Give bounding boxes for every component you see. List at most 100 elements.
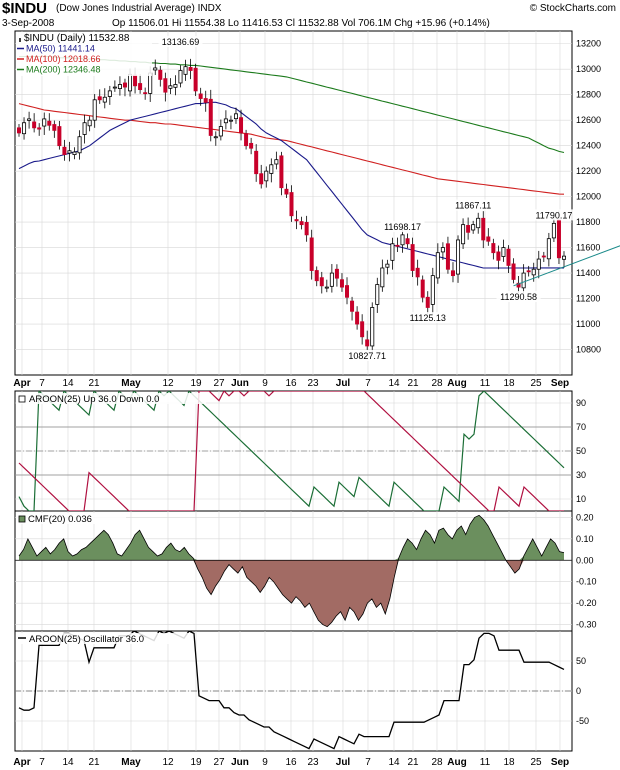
candle-body [52, 124, 57, 131]
candle-body [274, 159, 279, 165]
price-y-tick: 13000 [576, 64, 601, 74]
candle-body [380, 267, 385, 288]
candle-body [420, 279, 425, 298]
x-tick-label: 21 [407, 378, 419, 389]
oscillator-y-tick: -50 [576, 716, 589, 726]
candle-body [521, 272, 526, 289]
cmf-y-tick: -0.20 [576, 598, 597, 608]
candle-body [476, 217, 481, 229]
annotation-background [496, 291, 541, 303]
candle-body [67, 150, 72, 154]
aroon-y-tick: 70 [576, 422, 586, 432]
legend-label: MA(50) 11441.14 [26, 44, 95, 54]
candle-body [546, 238, 551, 260]
candle-body [112, 86, 117, 89]
candle-body [304, 221, 309, 236]
price-y-tick: 11200 [576, 294, 600, 304]
candle-body [365, 339, 370, 347]
legend-background [16, 32, 152, 76]
candle-body [370, 307, 375, 347]
x-tick-label: 16 [285, 757, 297, 768]
ma100-line [18, 103, 565, 195]
x-tick-label: May [121, 378, 141, 389]
chart-header: $INDU (Dow Jones Industrial Average) IND… [0, 0, 620, 32]
price-y-tick: 12600 [576, 115, 601, 125]
x-tick-label: 28 [431, 757, 443, 768]
price-y-tick: 12000 [576, 192, 601, 202]
candle-body [153, 67, 158, 71]
chart-date: 3-Sep-2008 [2, 18, 55, 29]
x-tick-label: 14 [388, 378, 400, 389]
x-tick-label: 19 [190, 378, 202, 389]
candle-body [450, 270, 455, 277]
candle-body [440, 247, 445, 253]
x-tick-label: Aug [447, 378, 466, 389]
aroon-title-marker [18, 395, 26, 403]
aroon-title: AROON(25) Up 36.0 Down 0.0 [29, 394, 159, 405]
cmf-line [18, 514, 565, 628]
candle-body [249, 142, 254, 149]
x-tick-label: Apr [13, 757, 30, 768]
candle-body [461, 224, 466, 245]
candle-body [466, 225, 471, 233]
candle-body [173, 84, 178, 88]
chart-series [15, 55, 620, 750]
candle-body [87, 119, 92, 127]
x-tick-label: 21 [407, 757, 419, 768]
candle-body [143, 92, 148, 95]
candle-body [138, 83, 143, 91]
candle-body [223, 118, 228, 124]
cmf-y-tick: 0.10 [576, 534, 594, 544]
candle-body [183, 66, 188, 75]
candle-body [148, 72, 153, 94]
x-tick-label: 14 [62, 757, 74, 768]
candle-body [102, 96, 107, 103]
x-tick-label: 21 [88, 378, 100, 389]
candle-body [415, 267, 420, 278]
chart-symbol: $INDU [2, 0, 48, 17]
candle-body [471, 224, 476, 231]
chart-name: (Dow Jones Industrial Average) INDX [56, 3, 221, 14]
candle-body [541, 255, 546, 258]
x-tick-label: 18 [503, 378, 515, 389]
candle-body [254, 150, 259, 175]
x-tick-label: Apr [13, 378, 30, 389]
aroon-title-background [16, 393, 206, 404]
x-tick-label: 28 [431, 378, 443, 389]
candle-body [435, 252, 440, 279]
candle-body [395, 244, 400, 247]
candle-body [32, 121, 37, 129]
candle-body [92, 99, 97, 121]
price-annotation: 13136.69 [162, 37, 200, 47]
candle-body [496, 251, 501, 261]
candle-body [244, 133, 249, 147]
price-y-tick: 13200 [576, 39, 601, 49]
price-y-tick: 11000 [576, 319, 600, 329]
candle-body [228, 119, 233, 122]
candle-body [188, 67, 193, 71]
cmf-y-tick: 0.00 [576, 555, 594, 565]
x-tick-label: 16 [285, 378, 297, 389]
candle-body [22, 122, 27, 135]
candle-body [425, 296, 430, 308]
candle-body [107, 90, 112, 97]
x-tick-label: 23 [307, 757, 319, 768]
candle-body [506, 248, 511, 266]
x-tick-label: Jun [231, 757, 249, 768]
x-tick-label: 14 [62, 378, 74, 389]
candle-body [511, 263, 516, 280]
candle-body [213, 136, 218, 139]
x-tick-label: 9 [262, 378, 268, 389]
trendline [513, 245, 620, 287]
candle-body [562, 255, 567, 260]
candle-body [405, 238, 410, 245]
candle-body [168, 85, 173, 89]
legend-label: MA(100) 12018.66 [26, 54, 101, 64]
price-y-tick: 10800 [576, 345, 601, 355]
oscillator-title: AROON(25) Oscillator 36.0 [29, 634, 144, 645]
oscillator-line [18, 631, 565, 750]
cmf-series [15, 514, 572, 628]
cmf-y-tick: -0.10 [576, 577, 597, 587]
x-tick-label: 12 [162, 378, 174, 389]
